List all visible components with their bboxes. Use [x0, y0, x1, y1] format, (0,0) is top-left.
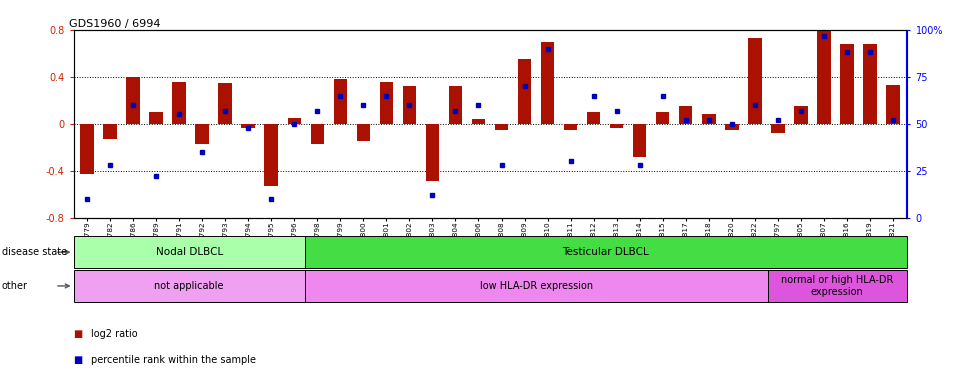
Bar: [425, 124, 439, 181]
Text: percentile rank within the sample: percentile rank within the sample: [91, 355, 256, 365]
Bar: [195, 124, 210, 144]
Text: Testicular DLBCL: Testicular DLBCL: [563, 247, 649, 257]
Bar: [241, 124, 255, 128]
Bar: [74, 236, 305, 268]
Bar: [748, 38, 761, 124]
Text: normal or high HLA-DR
expression: normal or high HLA-DR expression: [781, 275, 894, 297]
Bar: [305, 270, 767, 302]
Text: low HLA-DR expression: low HLA-DR expression: [480, 281, 593, 291]
Text: disease state: disease state: [2, 247, 67, 257]
Bar: [333, 79, 347, 124]
Bar: [126, 77, 140, 124]
Text: other: other: [2, 281, 28, 291]
Bar: [564, 124, 577, 130]
Bar: [403, 86, 416, 124]
Bar: [816, 28, 831, 124]
Bar: [357, 124, 370, 141]
Bar: [770, 124, 785, 133]
Bar: [517, 59, 531, 124]
Bar: [74, 270, 305, 302]
Text: Nodal DLBCL: Nodal DLBCL: [156, 247, 222, 257]
Bar: [471, 119, 485, 124]
Bar: [862, 44, 876, 124]
Bar: [587, 112, 601, 124]
Bar: [172, 82, 186, 124]
Bar: [725, 124, 739, 130]
Bar: [305, 236, 907, 268]
Text: log2 ratio: log2 ratio: [91, 329, 138, 339]
Bar: [656, 112, 669, 124]
Bar: [633, 124, 647, 157]
Bar: [495, 124, 509, 130]
Bar: [287, 118, 301, 124]
Bar: [610, 124, 623, 128]
Bar: [149, 112, 164, 124]
Bar: [80, 124, 94, 174]
Text: GDS1960 / 6994: GDS1960 / 6994: [70, 19, 161, 29]
Bar: [679, 106, 693, 124]
Bar: [840, 44, 854, 124]
Bar: [886, 85, 900, 124]
Bar: [311, 124, 324, 144]
Bar: [767, 270, 906, 302]
Bar: [702, 114, 715, 124]
Bar: [541, 42, 555, 124]
Bar: [104, 124, 118, 139]
Text: ■: ■: [74, 329, 82, 339]
Text: ■: ■: [74, 355, 82, 365]
Bar: [265, 124, 278, 186]
Bar: [379, 82, 393, 124]
Bar: [219, 83, 232, 124]
Text: not applicable: not applicable: [155, 281, 224, 291]
Bar: [794, 106, 808, 124]
Bar: [449, 86, 463, 124]
